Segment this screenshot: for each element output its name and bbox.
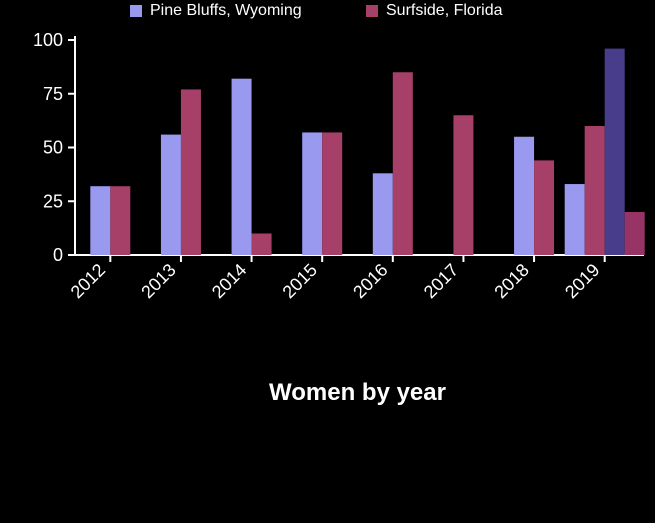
chart-title: Women by year (269, 379, 446, 406)
x-tick-label: 2017 (420, 260, 462, 302)
x-tick-label: 2018 (490, 260, 532, 302)
bar (181, 89, 201, 255)
legend-label: Surfside, Florida (386, 2, 503, 19)
x-tick-label: 2016 (349, 260, 391, 302)
y-tick-label: 75 (43, 84, 63, 104)
bar (605, 49, 625, 255)
legend-label: Pine Bluffs, Wyoming (150, 2, 302, 19)
bar (514, 137, 534, 255)
x-tick-label: 2012 (67, 260, 109, 302)
bar-chart: 0 25 50 75 100 2012 2013 2014 2015 2016 2017 2018 20… (0, 0, 655, 523)
bar (110, 186, 130, 255)
bar (534, 160, 554, 255)
bar (453, 115, 473, 255)
bar (625, 212, 645, 255)
bar (302, 132, 322, 255)
y-tick-label: 50 (43, 138, 63, 158)
x-tick-label: 2019 (561, 260, 603, 302)
bar (373, 173, 393, 255)
bar (90, 186, 110, 255)
bar (585, 126, 605, 255)
x-tick-label: 2014 (208, 260, 250, 302)
legend-swatch (130, 5, 142, 17)
bar (565, 184, 585, 255)
bar (322, 132, 342, 255)
bar (232, 79, 252, 255)
legend-swatch (366, 5, 378, 17)
bar (252, 234, 272, 256)
bar (393, 72, 413, 255)
x-tick-label: 2015 (279, 260, 321, 302)
x-tick-label: 2013 (137, 260, 179, 302)
chart-svg: 0 25 50 75 100 2012 2013 2014 2015 2016 2017 2018 20… (0, 0, 655, 523)
y-tick-label: 100 (33, 30, 63, 50)
bar (161, 135, 181, 255)
y-tick-label: 25 (43, 191, 63, 211)
y-tick-label: 0 (53, 245, 63, 265)
